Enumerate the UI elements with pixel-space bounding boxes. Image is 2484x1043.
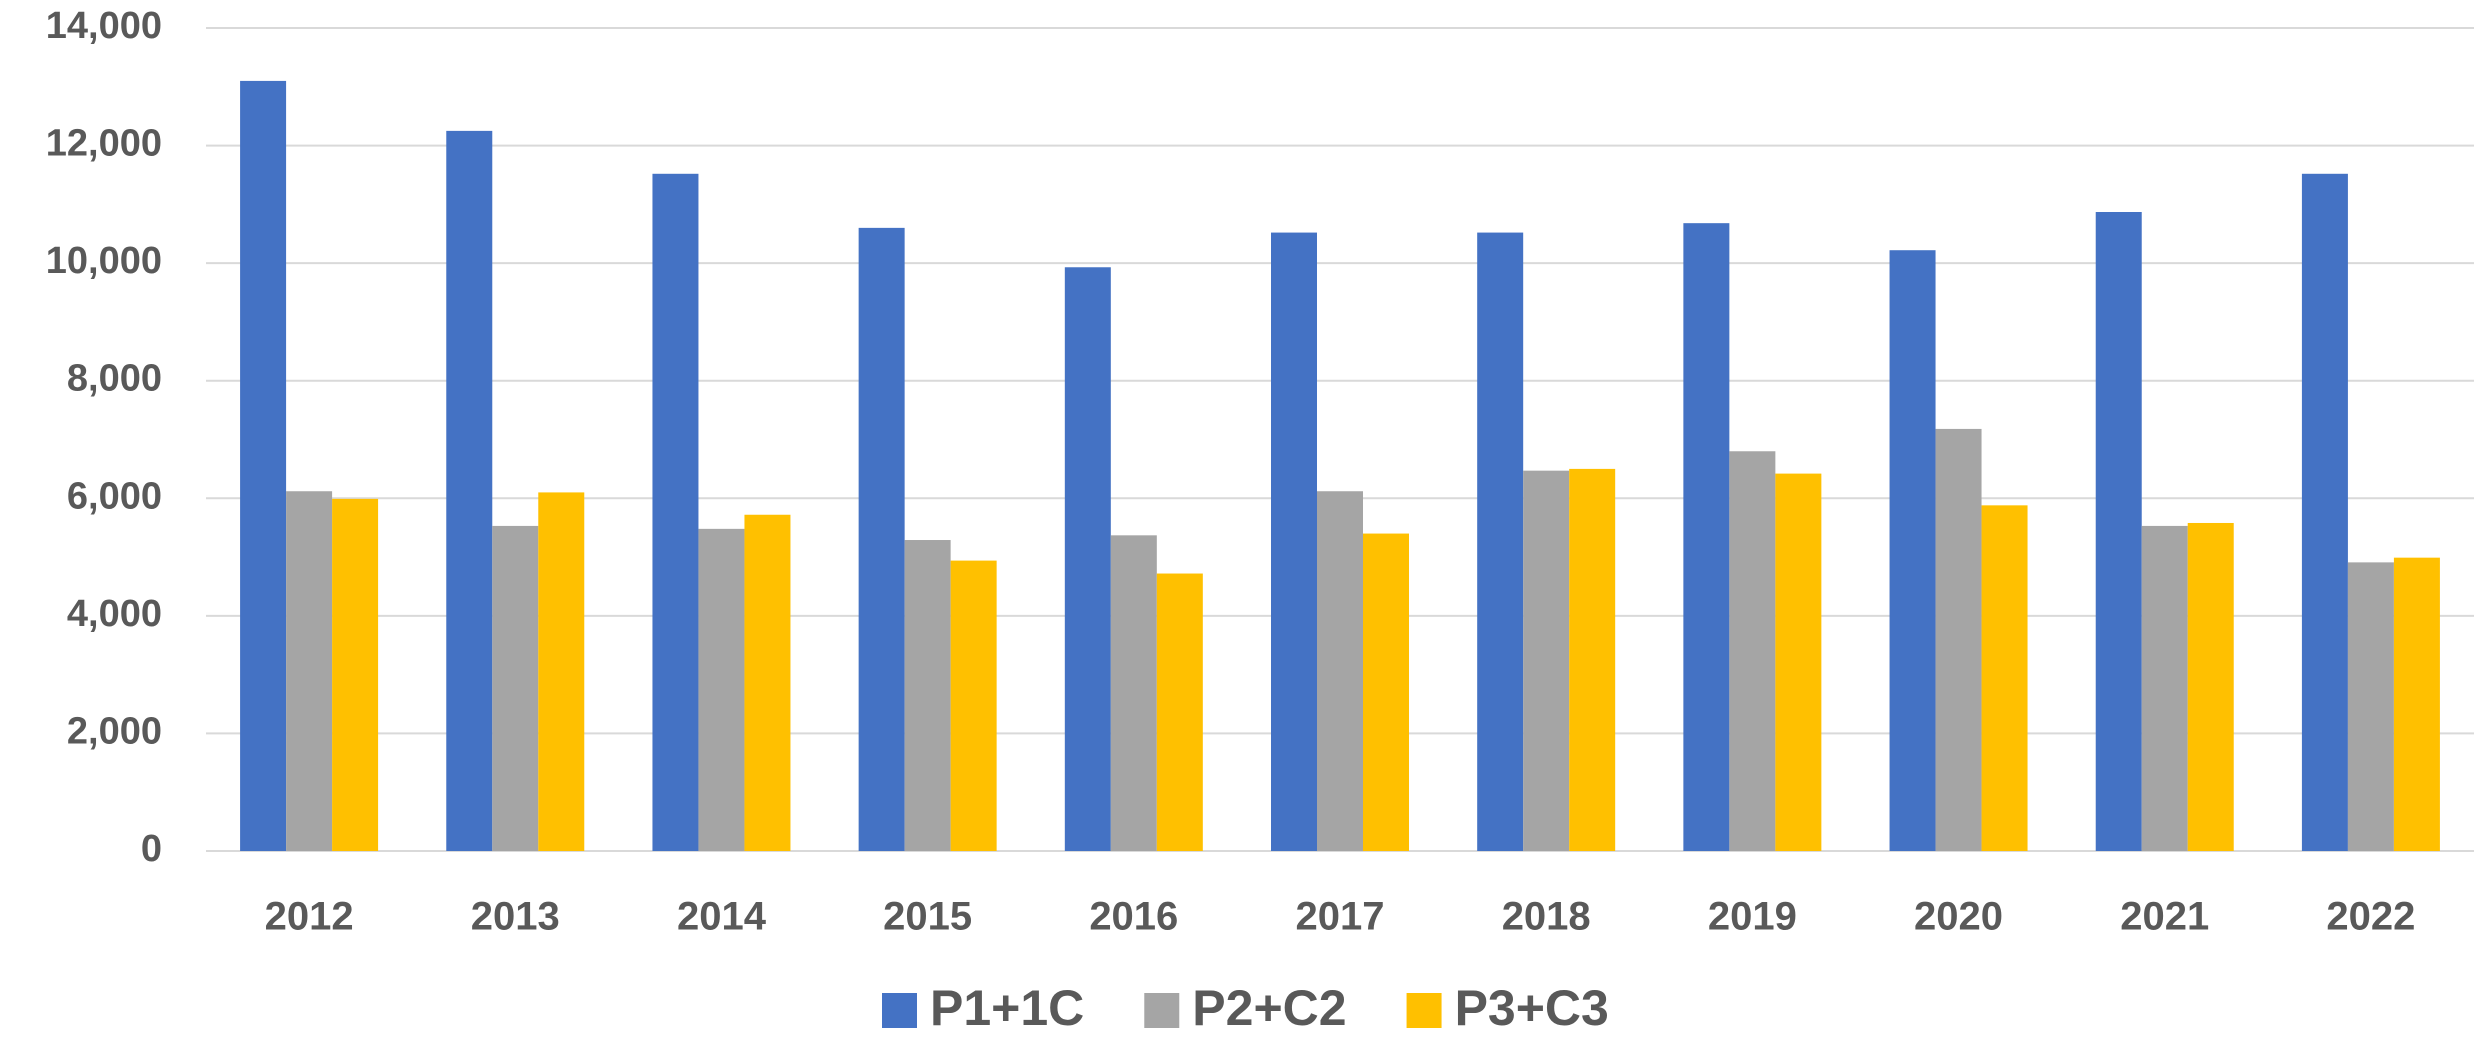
bar [1729, 451, 1776, 851]
bar [1935, 428, 1982, 851]
x-tick-label: 2017 [1296, 895, 1385, 939]
bar [1156, 573, 1203, 851]
y-tick-label: 6,000 [67, 475, 162, 517]
bar [652, 173, 699, 851]
bar [2347, 562, 2394, 851]
bar [1981, 505, 2028, 851]
legend-swatch [882, 993, 917, 1028]
bar [2187, 522, 2234, 851]
y-tick-label: 0 [141, 828, 162, 870]
legend-swatch [1144, 993, 1180, 1028]
bar [1110, 535, 1157, 851]
x-tick-label: 2013 [471, 895, 560, 939]
legend-label: P2+C2 [1192, 980, 1346, 1036]
legend-swatch [1406, 993, 1442, 1028]
x-tick-label: 2022 [2326, 895, 2415, 939]
bar [1064, 267, 1111, 852]
bar [1775, 473, 1822, 851]
y-tick-label: 12,000 [46, 123, 162, 165]
x-tick-label: 2020 [1914, 895, 2003, 939]
x-tick-label: 2016 [1089, 895, 1178, 939]
bar [1889, 250, 1936, 851]
y-tick-label: 2,000 [67, 710, 162, 752]
x-tick-label: 2012 [265, 895, 354, 939]
bar [2301, 173, 2348, 851]
bar [1569, 468, 1616, 851]
y-tick-label: 4,000 [67, 593, 162, 635]
y-tick-label: 10,000 [46, 240, 162, 282]
x-tick-label: 2019 [1708, 895, 1797, 939]
y-tick-label: 14,000 [46, 5, 162, 47]
x-tick-label: 2021 [2120, 895, 2209, 939]
bar [904, 540, 951, 851]
bar [950, 560, 997, 851]
bar [286, 491, 333, 851]
bar [1523, 470, 1570, 851]
bar [492, 525, 539, 851]
x-tick-label: 2014 [677, 895, 767, 939]
bar [1477, 232, 1524, 851]
legend-label: P1+1C [930, 980, 1084, 1036]
bar [1317, 491, 1363, 851]
bar [2141, 525, 2188, 851]
x-tick-label: 2018 [1502, 895, 1591, 939]
bar [446, 130, 493, 851]
bar [538, 492, 585, 851]
bar [2393, 557, 2440, 851]
bar [2095, 211, 2142, 852]
bar [744, 514, 791, 851]
x-tick-label: 2015 [883, 895, 972, 939]
y-tick-label: 8,000 [67, 358, 162, 400]
legend-label: P3+C3 [1455, 980, 1609, 1036]
bar [332, 498, 379, 851]
bar [1683, 223, 1730, 851]
bar [240, 80, 287, 851]
bar [858, 227, 905, 851]
bar [1363, 533, 1409, 851]
bar [698, 528, 745, 851]
bar [1271, 232, 1317, 851]
